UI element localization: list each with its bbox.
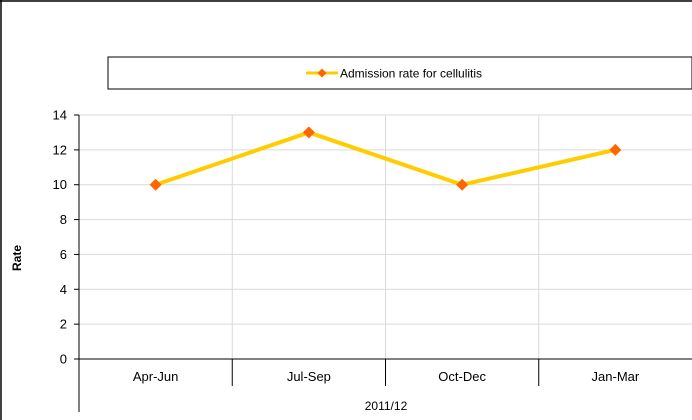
data-point-marker bbox=[456, 178, 469, 191]
series-line bbox=[154, 130, 616, 187]
y-tick-label: 0 bbox=[60, 352, 67, 367]
grid bbox=[79, 114, 692, 359]
legend-label: Admission rate for cellulitis bbox=[340, 67, 482, 81]
x-group-label: 2011/12 bbox=[365, 399, 408, 413]
data-point-marker bbox=[302, 126, 315, 139]
axes bbox=[74, 114, 692, 412]
x-tick-label: Jul-Sep bbox=[287, 369, 331, 384]
legend-box bbox=[107, 56, 692, 90]
legend-marker-swatch bbox=[317, 68, 327, 78]
y-tick-label: 14 bbox=[53, 108, 67, 123]
legend: Admission rate for cellulitis bbox=[107, 56, 692, 90]
data-point-marker bbox=[609, 143, 622, 156]
y-tick-label: 10 bbox=[53, 177, 67, 192]
y-tick-labels: 0 2 4 6 8 10 12 14 bbox=[53, 108, 67, 367]
x-tick-label: Apr-Jun bbox=[133, 369, 179, 384]
series-admission-rate bbox=[149, 126, 622, 191]
y-tick-label: 6 bbox=[60, 247, 67, 262]
data-point-marker bbox=[149, 178, 162, 191]
y-tick-label: 4 bbox=[60, 282, 67, 297]
x-category-labels: Apr-Jun Jul-Sep Oct-Dec Jan-Mar bbox=[133, 369, 640, 384]
y-tick-label: 8 bbox=[60, 212, 67, 227]
y-tick-label: 12 bbox=[53, 142, 67, 157]
y-tick-label: 2 bbox=[60, 317, 67, 332]
x-tick-label: Jan-Mar bbox=[592, 369, 640, 384]
y-axis-title: Rate bbox=[10, 245, 24, 271]
x-tick-label: Oct-Dec bbox=[438, 369, 486, 384]
